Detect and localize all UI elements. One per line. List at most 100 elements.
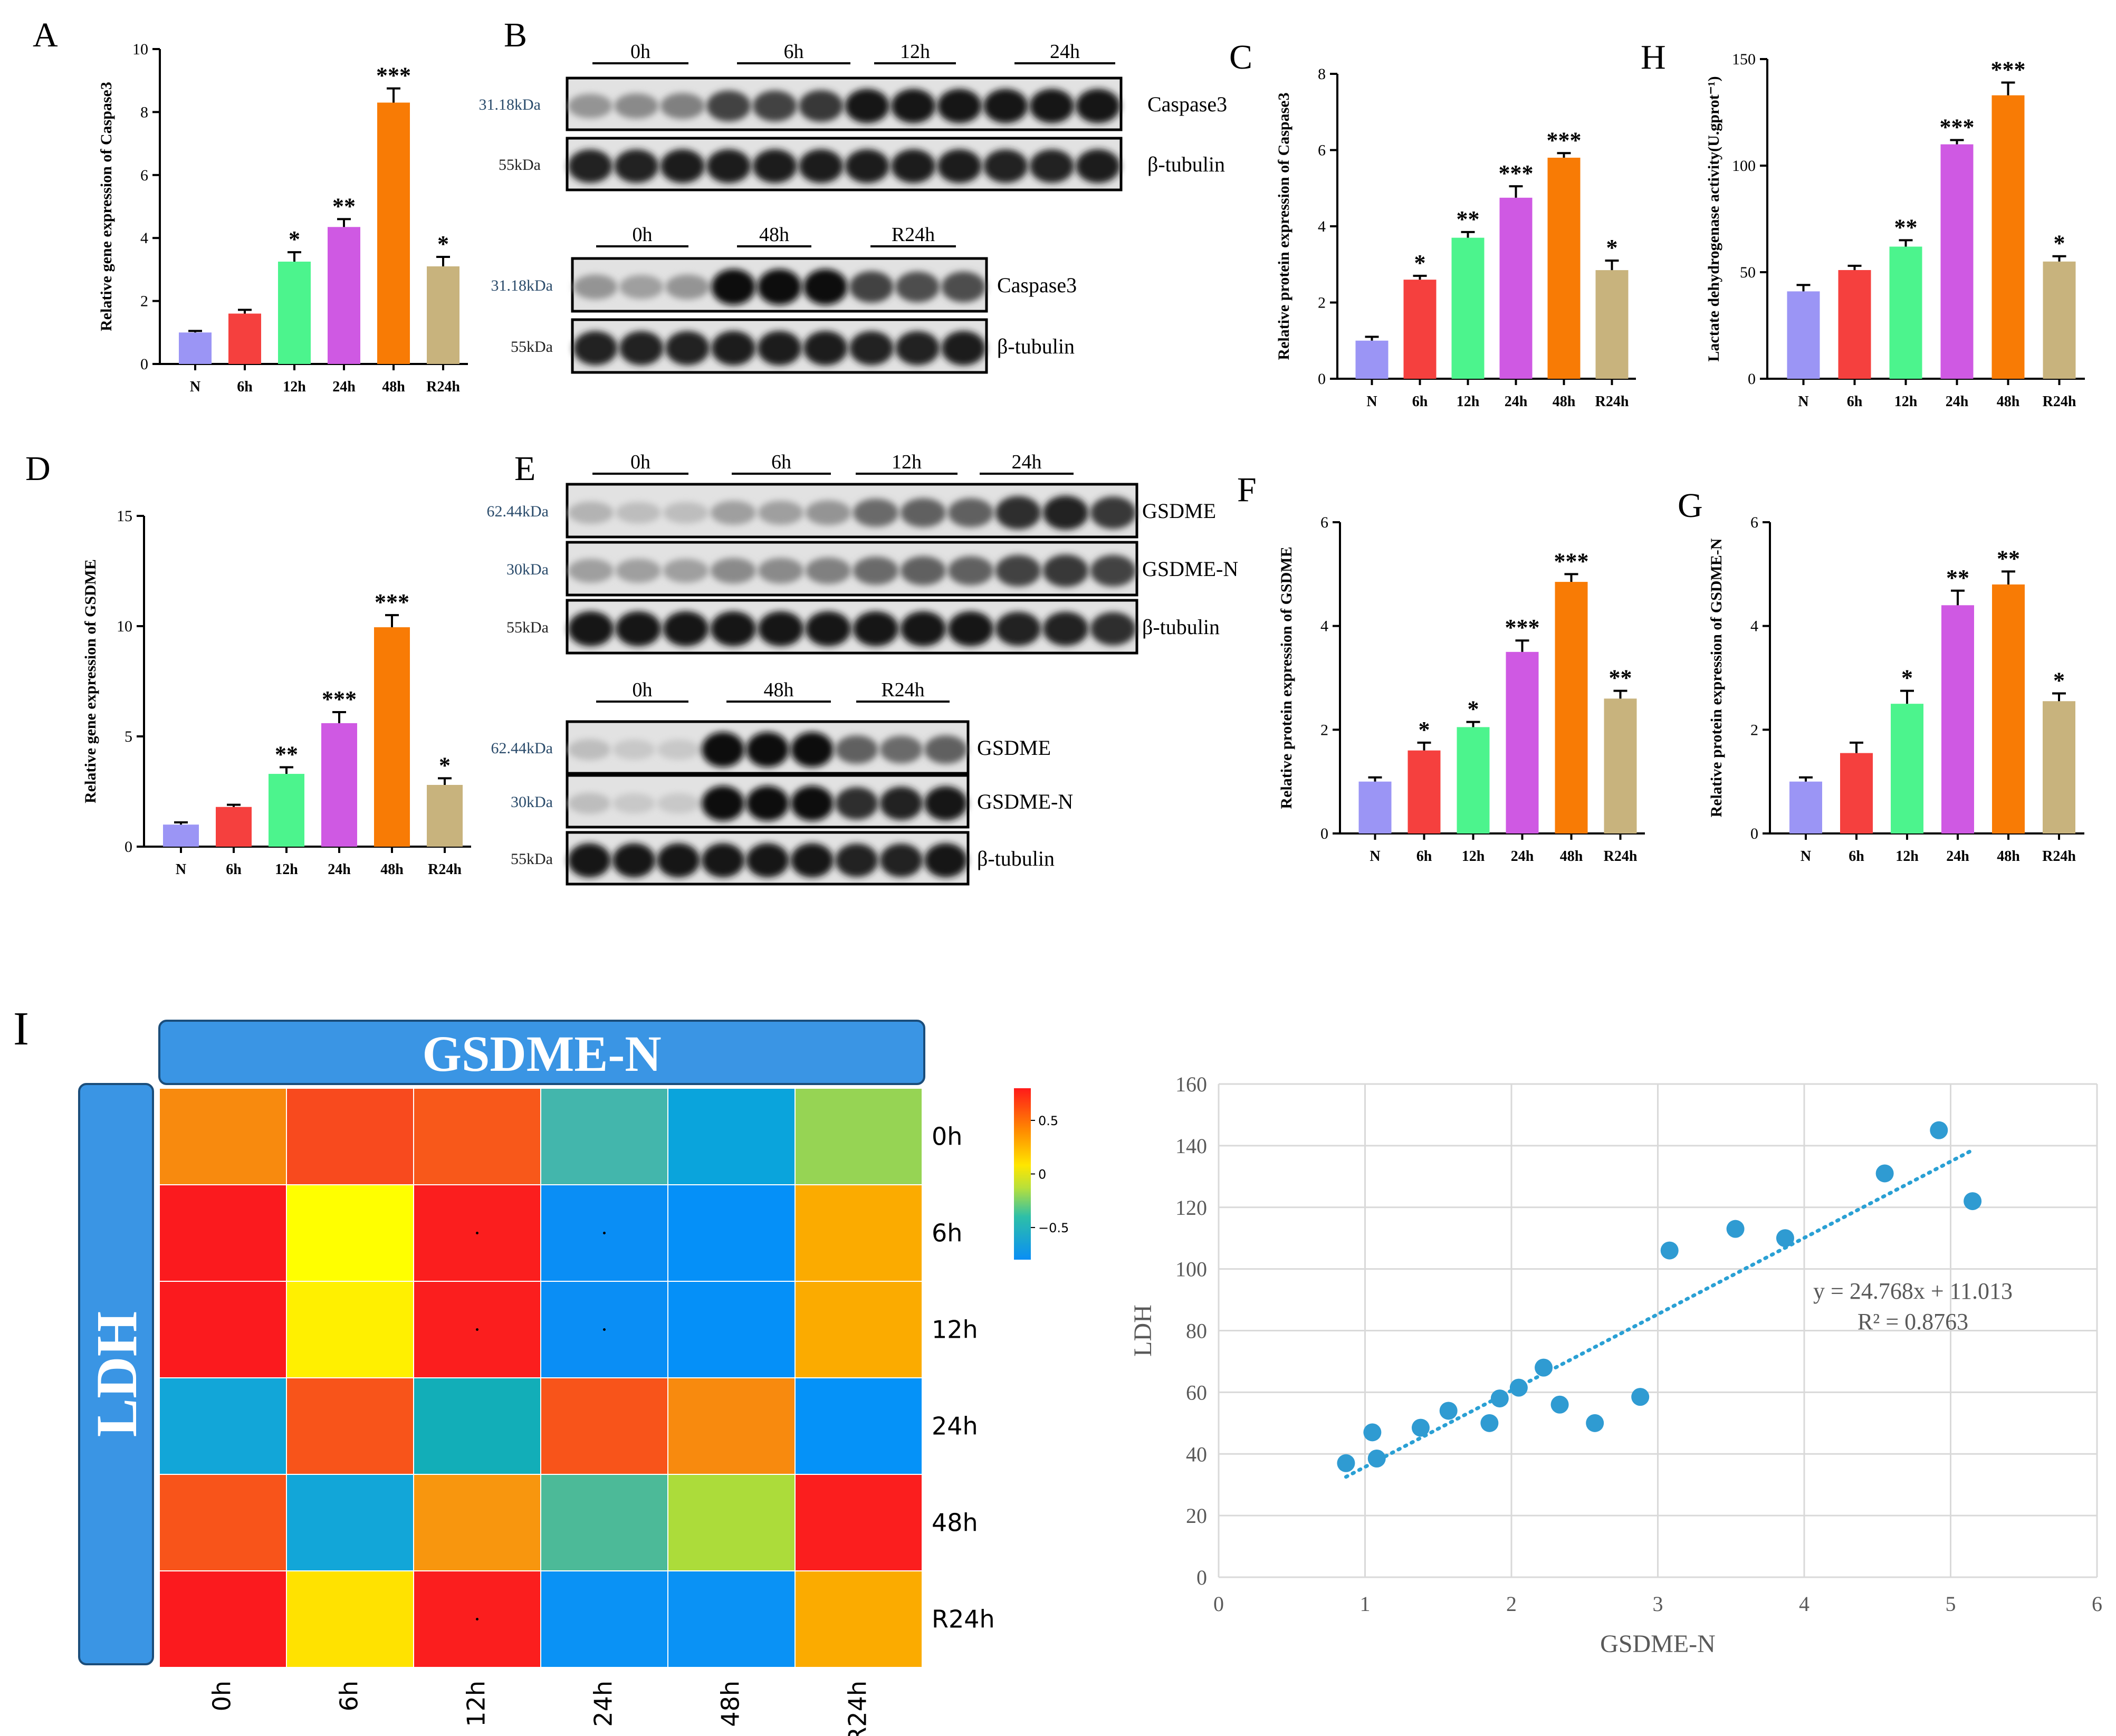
protein-band (665, 274, 710, 300)
bar (2043, 701, 2075, 833)
kda-label: 55kDa (506, 619, 549, 636)
bar (427, 266, 459, 364)
kda-label: 55kDa (511, 338, 553, 356)
protein-band (568, 793, 611, 814)
x-tick-label: 6h (237, 379, 253, 395)
protein-band (1090, 612, 1136, 646)
protein-band (853, 498, 899, 527)
bar (321, 723, 357, 847)
y-tick-label: 50 (1740, 264, 1756, 281)
protein-band (660, 93, 705, 119)
significance-label: *** (376, 63, 411, 89)
scatter-point (1509, 1378, 1528, 1397)
significance-label: ** (332, 193, 356, 219)
protein-band (1042, 495, 1089, 530)
significance-label: ** (1997, 545, 2020, 571)
protein-band (614, 149, 659, 183)
colorbar-tick-label: 0 (1038, 1167, 1046, 1182)
bar-chart-c: 0 2 4 6 8 Relative protein expression of Casp… (1275, 65, 1636, 410)
scatter-chart: 0 20 40 60 80 100 120 140 160 0 1 2 3 4 5 6 y = 24.768x … (1129, 1072, 2102, 1658)
heatmap-cell (667, 1570, 796, 1668)
scatter-point (1535, 1358, 1553, 1377)
protein-band (615, 502, 662, 524)
protein-band (835, 843, 878, 877)
protein-band (995, 496, 1041, 530)
protein-band (900, 498, 946, 527)
heatmap-col-label: R24h (844, 1681, 872, 1736)
scatter-point (1660, 1241, 1679, 1260)
protein-band (1042, 611, 1089, 646)
kda-label: 31.18kDa (491, 277, 553, 294)
protein-band (758, 501, 804, 525)
bar (1940, 144, 1974, 379)
protein-label: β-tubulin (977, 847, 1055, 870)
protein-band (995, 555, 1041, 587)
y-tick-label: 5 (125, 728, 132, 745)
y-tick-label: 4 (1750, 618, 1758, 635)
scatter-point (1964, 1192, 1982, 1211)
protein-band (803, 269, 848, 305)
y-tick-label: 10 (117, 618, 132, 635)
protein-band (1090, 555, 1136, 587)
bar (216, 807, 252, 847)
scatter-point (1875, 1164, 1894, 1183)
significance-label: * (439, 752, 451, 778)
bar (1595, 270, 1629, 379)
bar (1838, 270, 1871, 379)
heatmap-cell (159, 1088, 287, 1185)
y-tick-label: 4 (1320, 618, 1328, 635)
heatmap-cell (794, 1088, 923, 1185)
protein-label: β-tubulin (997, 334, 1075, 358)
x-tick-label: 24h (1511, 848, 1534, 865)
western-blot-e-top: 0h 6h 12h 24h 62.44kDa GSDME 30kDa GSDME-N 55kDa… (487, 451, 1238, 655)
heatmap-col-label: 24h (589, 1681, 618, 1727)
y-tick-label: 2 (1750, 721, 1758, 738)
scatter-point (1337, 1454, 1355, 1472)
protein-band (568, 149, 612, 183)
heatmap-cell (540, 1570, 668, 1668)
protein-band (568, 501, 614, 524)
kda-label: 31.18kDa (479, 96, 541, 113)
significance-label: ** (275, 742, 298, 768)
x-tick-label: 12h (275, 861, 298, 878)
bar (1840, 753, 1873, 833)
x-tick-label: 3 (1653, 1592, 1663, 1616)
protein-label: GSDME (977, 736, 1051, 760)
heatmap-cell (667, 1088, 796, 1185)
bar-chart-g: 0 2 4 6 Relative protein expression of GSDME… (1708, 514, 2084, 865)
heatmap: GSDME-N LDH 0h 6h 12h 24h 48h R24h 0h 6h 12h 24h 4… (78, 1020, 1069, 1736)
protein-band (799, 90, 844, 122)
bar (1451, 237, 1485, 379)
bar (1457, 727, 1490, 833)
protein-band (895, 271, 940, 303)
bar (1991, 95, 2025, 379)
x-tick-label: R24h (428, 861, 462, 878)
kda-label: 62.44kDa (487, 503, 549, 520)
protein-band (710, 611, 757, 647)
protein-band (573, 274, 618, 300)
blot-strip (566, 483, 1138, 539)
protein-band (663, 559, 709, 583)
protein-band (947, 498, 994, 527)
heatmap-row-label: 0h (932, 1123, 962, 1151)
y-tick-label: 10 (132, 41, 148, 58)
protein-band (758, 558, 804, 584)
x-tick-label: 12h (283, 379, 306, 395)
protein-band (853, 557, 899, 585)
heatmap-cell (159, 1377, 287, 1475)
lane-group-label: 12h (900, 41, 930, 63)
protein-band (879, 735, 923, 764)
protein-band (568, 93, 612, 119)
protein-band (710, 501, 757, 525)
significance-label: *** (1554, 548, 1589, 574)
panel-label-d: D (25, 449, 51, 488)
heatmap-cell (413, 1474, 541, 1571)
bar (1555, 582, 1588, 833)
significance-dot (476, 1618, 478, 1620)
significance-label: ** (1457, 206, 1480, 232)
x-tick-label: N (1370, 848, 1380, 865)
protein-band (937, 149, 982, 184)
protein-band (805, 557, 851, 584)
protein-band (1076, 149, 1121, 184)
protein-band (891, 149, 936, 184)
